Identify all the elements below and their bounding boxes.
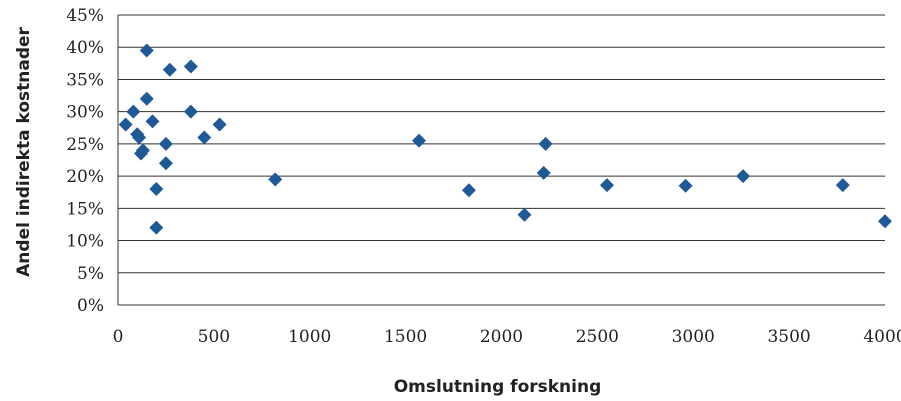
data-point xyxy=(212,117,227,132)
y-tick-label: 35% xyxy=(66,70,104,90)
x-axis-title: Omslutning forskning xyxy=(394,377,602,397)
data-point xyxy=(139,43,154,58)
data-point xyxy=(149,182,164,196)
data-point xyxy=(149,220,164,235)
y-tick-label: 45% xyxy=(66,6,104,26)
y-tick-label: 10% xyxy=(66,232,104,252)
y-tick-label: 30% xyxy=(66,103,104,123)
data-point xyxy=(461,183,476,198)
data-point xyxy=(145,114,160,129)
data-point xyxy=(412,133,427,148)
data-point xyxy=(126,104,141,119)
data-point xyxy=(268,172,283,187)
data-point xyxy=(162,62,177,77)
data-points xyxy=(118,43,892,235)
data-point xyxy=(118,117,133,132)
y-tick-label: 0% xyxy=(77,296,104,316)
x-tick-label: 1000 xyxy=(288,327,331,347)
y-tick-labels: 0% 5% 10% 15% 20% 25% 30% 35% 40% 45% xyxy=(66,6,104,316)
data-point xyxy=(835,178,850,193)
x-tick-label: 2500 xyxy=(576,327,619,347)
x-tick-label: 500 xyxy=(198,327,230,347)
y-tick-label: 15% xyxy=(66,199,104,219)
x-tick-label: 4000 xyxy=(863,327,901,347)
data-point xyxy=(158,156,173,171)
data-point xyxy=(736,169,751,184)
data-point xyxy=(183,59,198,74)
data-point xyxy=(197,130,212,145)
x-tick-label: 3500 xyxy=(767,327,810,347)
data-point xyxy=(878,214,892,229)
y-tick-label: 40% xyxy=(66,38,104,58)
data-point xyxy=(517,207,532,222)
gridlines xyxy=(118,14,885,306)
data-point xyxy=(183,104,198,119)
data-point xyxy=(678,178,693,193)
x-tick-label: 1500 xyxy=(384,327,427,347)
data-point xyxy=(139,91,154,106)
data-point xyxy=(538,136,553,151)
x-tick-label: 2000 xyxy=(480,327,523,347)
x-tick-label: 3000 xyxy=(672,327,715,347)
data-point xyxy=(536,165,551,180)
y-tick-label: 20% xyxy=(66,167,104,187)
data-point xyxy=(599,178,614,193)
data-point xyxy=(132,130,147,145)
data-point xyxy=(135,143,150,158)
data-point xyxy=(158,136,173,151)
y-tick-label: 5% xyxy=(77,264,104,284)
x-tick-label: 0 xyxy=(113,327,124,347)
x-tick-labels: 0 500 1000 1500 2000 2500 3000 3500 4000 xyxy=(113,327,901,347)
y-axis-title: Andel indirekta kostnader xyxy=(14,26,34,276)
y-tick-label: 25% xyxy=(66,135,104,155)
